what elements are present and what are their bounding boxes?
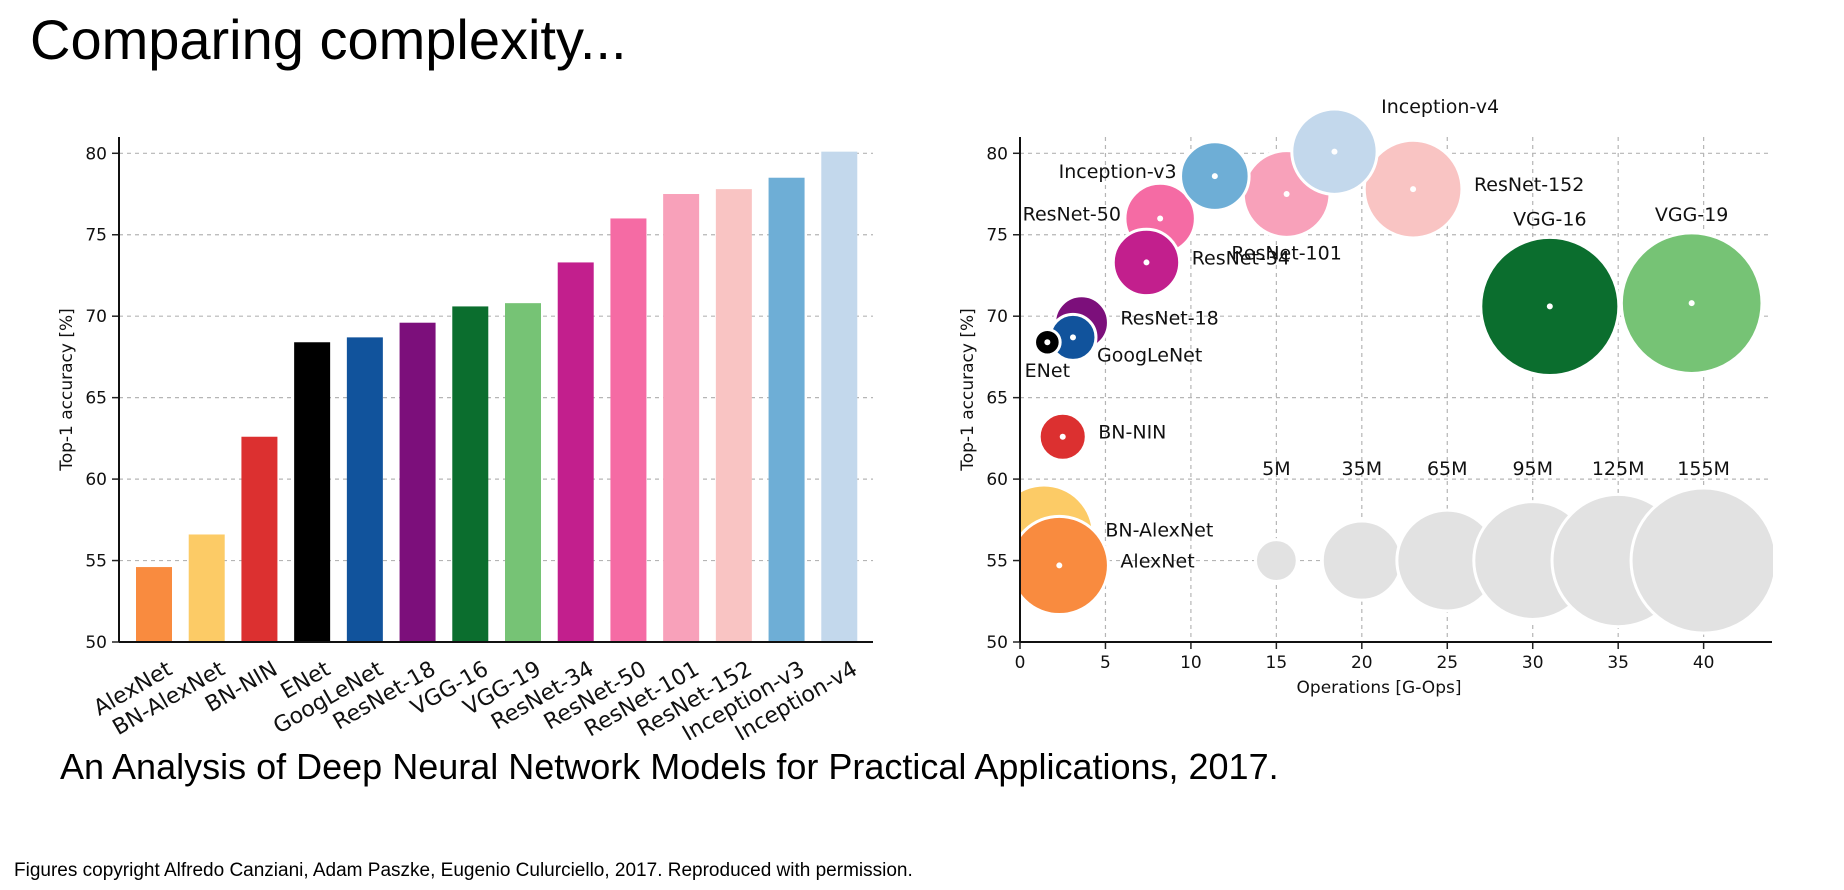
x-tick-label: 5 (1100, 653, 1111, 673)
bubble-label: GoogLeNet (1097, 344, 1202, 366)
bubble-label: ResNet-34 (1192, 247, 1290, 269)
bar-bn-nin (241, 436, 278, 642)
bubble-center-dot (1331, 148, 1338, 155)
y-tick-label: 70 (85, 307, 107, 327)
bubble-center-dot (1546, 303, 1553, 310)
bar-resnet-50 (610, 218, 647, 643)
y-tick-label: 75 (986, 226, 1008, 246)
bubble-center-dot (1059, 433, 1066, 440)
x-axis-label: Operations [G-Ops] (1297, 678, 1462, 698)
copyright-footer: Figures copyright Alfredo Canziani, Adam… (14, 860, 913, 881)
x-tick-label: 35 (1607, 653, 1629, 673)
y-tick-label: 80 (986, 144, 1008, 164)
bubble-label: ResNet-50 (1023, 203, 1121, 225)
x-tick-label: 15 (1266, 653, 1288, 673)
bubble-center-dot (1069, 334, 1076, 341)
size-legend-bubble-35m (1320, 519, 1403, 602)
bar-resnet-18 (399, 322, 436, 642)
bubble-layer (1021, 107, 1773, 635)
bar-bn-alexnet (188, 534, 225, 642)
bar-vgg-19 (505, 303, 541, 642)
y-tick-label: 75 (85, 226, 107, 246)
bar-resnet-34 (557, 262, 594, 642)
y-axis-label: Top-1 accuracy [%] (958, 308, 978, 472)
y-tick-label: 55 (986, 552, 1008, 572)
bubble-label: BN-NIN (1098, 422, 1166, 444)
size-legend-label: 35M (1342, 458, 1383, 480)
y-tick-label: 65 (85, 389, 107, 409)
bubble-label: ENet (1025, 360, 1070, 382)
bubble-center-dot (1044, 339, 1051, 346)
size-legend-label: 125M (1592, 458, 1645, 480)
bubble-label: AlexNet (1120, 550, 1194, 572)
bubble-label: ResNet-18 (1120, 308, 1218, 330)
bubble-label: VGG-19 (1655, 204, 1728, 226)
size-legend-label: 65M (1427, 458, 1468, 480)
x-tick-label: 10 (1180, 653, 1202, 673)
size-legend-label: 155M (1677, 458, 1730, 480)
slide-title: Comparing complexity... (30, 8, 627, 71)
bubble-center-dot (1211, 173, 1218, 180)
x-tick-label: 0 (1015, 653, 1026, 673)
y-tick-label: 50 (85, 633, 107, 653)
bubble-center-dot (1056, 562, 1063, 569)
bubble-center-dot (1410, 186, 1417, 193)
size-legend-bubble-155m (1629, 486, 1773, 635)
bar-resnet-152 (715, 189, 752, 642)
bar-alexnet (136, 567, 172, 642)
bubble-label: BN-AlexNet (1105, 519, 1213, 541)
y-tick-label: 50 (986, 633, 1008, 653)
y-axis-label: Top-1 accuracy [%] (57, 308, 77, 472)
bubble-center-dot (1143, 259, 1150, 266)
bubble-label: ResNet-152 (1474, 174, 1584, 196)
x-tick-label: 30 (1522, 653, 1544, 673)
bubble-label: Inception-v4 (1381, 96, 1499, 118)
bar-resnet-101 (663, 194, 700, 643)
bar-enet (294, 342, 331, 642)
x-tick-label: 40 (1693, 653, 1715, 673)
y-tick-label: 65 (986, 389, 1008, 409)
size-legend-bubble-5m (1253, 538, 1299, 583)
y-tick-label: 60 (85, 470, 107, 490)
y-tick-label: 55 (85, 552, 107, 572)
bubble-center-dot (1283, 191, 1290, 198)
slide-subtitle: An Analysis of Deep Neural Network Model… (60, 746, 1279, 787)
bubble-center-dot (1688, 300, 1695, 307)
size-legend-label: 5M (1262, 458, 1290, 480)
x-tick-label: 20 (1351, 653, 1373, 673)
bubble-label: Inception-v3 (1059, 161, 1177, 183)
bubble-label: ResNet-101 (1231, 242, 1341, 264)
bar-googlenet (346, 337, 383, 642)
bar-vgg-16 (452, 306, 489, 642)
size-legend-label: 95M (1512, 458, 1553, 480)
x-tick-label: 25 (1436, 653, 1458, 673)
bar-chart: 50556065707580AlexNetBN-AlexNetBN-NINENe… (57, 137, 873, 740)
bar-inception-v4 (821, 151, 858, 642)
bubble-label: VGG-16 (1513, 208, 1586, 230)
y-tick-label: 60 (986, 470, 1008, 490)
bubble-alexnet (1021, 514, 1110, 617)
bubble-center-dot (1157, 215, 1164, 222)
bar-inception-v3 (768, 177, 805, 642)
bubble-chart: 50 55 60 65 70 75 80 0 5 10 15 20 25 30 35 40 5M 35M 65M 95… (958, 96, 1773, 698)
y-tick-label: 80 (85, 144, 107, 164)
y-tick-label: 70 (986, 307, 1008, 327)
